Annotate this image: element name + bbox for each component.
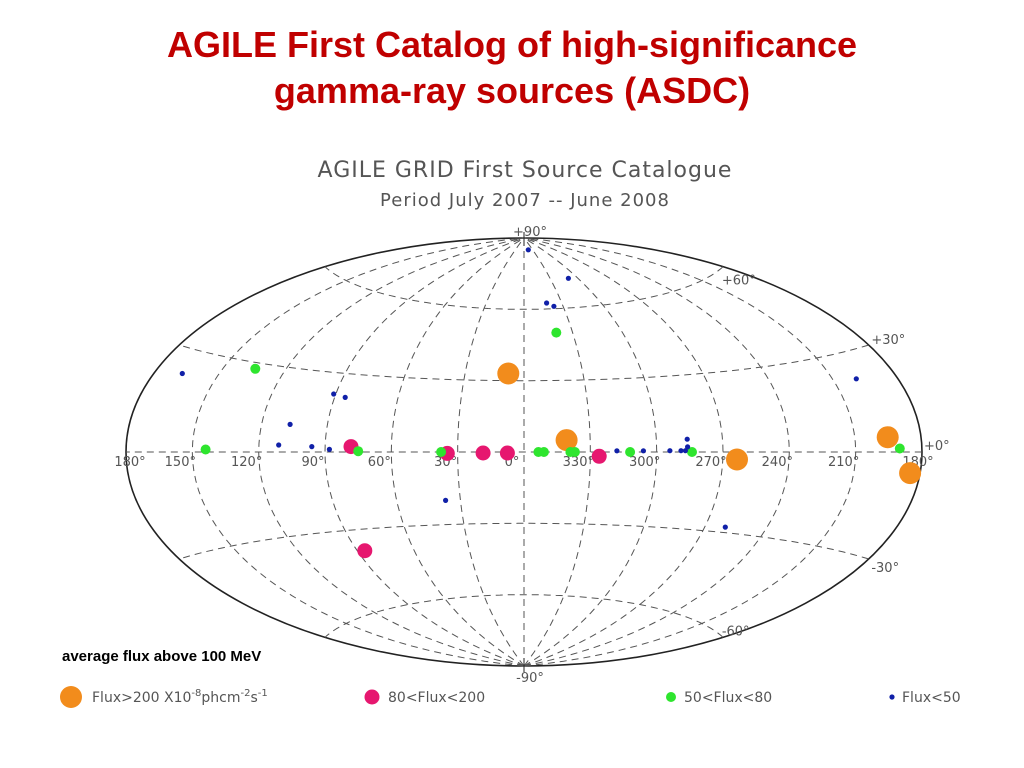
source-point-gt200: [899, 462, 922, 485]
longitude-label: 180°: [114, 455, 145, 470]
parallel-line: [179, 522, 869, 560]
source-point-lt50: [525, 247, 531, 253]
legend-label-gt200: Flux>200 X10-8phcm-2s-1: [92, 688, 268, 706]
chart-subtitle: Period July 2007 -- June 2008: [380, 190, 670, 211]
source-point-lt50: [544, 300, 550, 306]
source-point-f50_80: [569, 447, 580, 457]
longitude-label: 90°: [301, 455, 324, 470]
longitude-label: 270°: [695, 455, 726, 470]
latitude-label: +60°: [722, 274, 756, 289]
source-point-gt200: [876, 426, 899, 449]
source-point-lt50: [678, 448, 684, 454]
legend-label-lt50: Flux<50: [902, 690, 961, 706]
source-point-lt50: [685, 444, 691, 450]
legend-unit-part: phcm: [201, 690, 240, 706]
source-point-gt200: [497, 362, 520, 385]
projection-grid: [125, 232, 923, 672]
source-point-lt50: [551, 303, 557, 309]
legend-marker-lt50: [889, 694, 895, 700]
source-point-lt50: [614, 448, 620, 454]
source-point-f50_80: [353, 446, 364, 457]
source-point-f50_80: [250, 363, 261, 374]
longitude-label: 240°: [762, 455, 793, 470]
source-point-f80_200: [475, 445, 491, 461]
source-point-f50_80: [538, 447, 549, 457]
legend-label-f80_200: 80<Flux<200: [388, 690, 485, 706]
legend-unit-part: s: [251, 690, 258, 706]
latitude-label: +30°: [871, 333, 905, 348]
source-point-gt200: [726, 448, 748, 471]
longitude-label: 300°: [629, 455, 660, 470]
longitude-label: 210°: [828, 455, 859, 470]
source-point-f50_80: [687, 447, 697, 457]
source-point-lt50: [640, 448, 647, 454]
latitude-label: -90°: [516, 671, 544, 686]
slide-title: AGILE First Catalog of high-significance…: [0, 22, 1024, 114]
source-point-lt50: [682, 448, 689, 454]
source-point-lt50: [309, 444, 315, 450]
latitude-label: -60°: [722, 624, 750, 639]
longitude-label: 330°: [563, 455, 594, 470]
parallel-line: [324, 594, 724, 638]
legend: Flux>200 X10-8phcm-2s-1 80<Flux<200 50<Flu…: [60, 686, 961, 708]
source-point-f80_200: [499, 445, 515, 461]
source-point-f50_80: [894, 443, 905, 454]
slide-title-line2: gamma-ray sources (ASDC): [273, 70, 751, 111]
source-point-lt50: [684, 436, 690, 442]
source-point-f50_80: [625, 447, 636, 457]
source-point-lt50: [565, 275, 572, 281]
legend-unit-part: X10: [160, 690, 192, 706]
source-point-lt50: [722, 524, 728, 530]
source-point-lt50: [326, 446, 332, 452]
source-point-gt200: [555, 429, 578, 452]
source-point-lt50: [276, 442, 282, 448]
legend-unit-part: -2: [241, 688, 251, 699]
legend-unit-part: -1: [258, 688, 268, 699]
source-point-lt50: [179, 370, 185, 377]
flux-caption: average flux above 100 MeV: [62, 648, 262, 665]
legend-marker-f50_80: [666, 692, 676, 702]
longitude-label: 150°: [165, 455, 196, 470]
meridian-line: [523, 237, 658, 667]
latitude-label: -30°: [871, 561, 899, 576]
latitude-label: +0°: [924, 439, 950, 454]
parallel-line: [324, 266, 724, 310]
legend-marker-f80_200: [364, 689, 380, 705]
source-point-lt50: [331, 391, 337, 397]
grid-labels: AGILE GRID First Source Catalogue Period…: [114, 158, 949, 686]
source-point-lt50: [853, 376, 859, 382]
longitude-label: 60°: [368, 455, 391, 470]
legend-label-f50_80: 50<Flux<80: [684, 690, 772, 706]
meridian-line: [523, 237, 591, 667]
slide-title-line1: AGILE First Catalog of high-significance: [166, 24, 858, 65]
source-point-lt50: [667, 448, 673, 454]
source-point-lt50: [342, 394, 348, 400]
source-point-lt50: [443, 497, 449, 503]
source-point-f50_80: [200, 444, 211, 455]
parallel-line: [179, 344, 869, 382]
latitude-label: +90°: [513, 225, 547, 240]
longitude-label: 120°: [231, 455, 262, 470]
source-markers: [179, 247, 922, 559]
legend-marker-gt200: [60, 686, 82, 708]
source-point-f80_200: [357, 543, 373, 559]
legend-unit-part: -8: [191, 688, 201, 699]
source-point-f50_80: [551, 327, 562, 338]
meridian-line: [390, 237, 525, 667]
source-point-f50_80: [436, 447, 447, 457]
chart-title: AGILE GRID First Source Catalogue: [318, 158, 733, 183]
source-point-lt50: [287, 421, 293, 427]
source-point-f80_200: [591, 448, 607, 464]
